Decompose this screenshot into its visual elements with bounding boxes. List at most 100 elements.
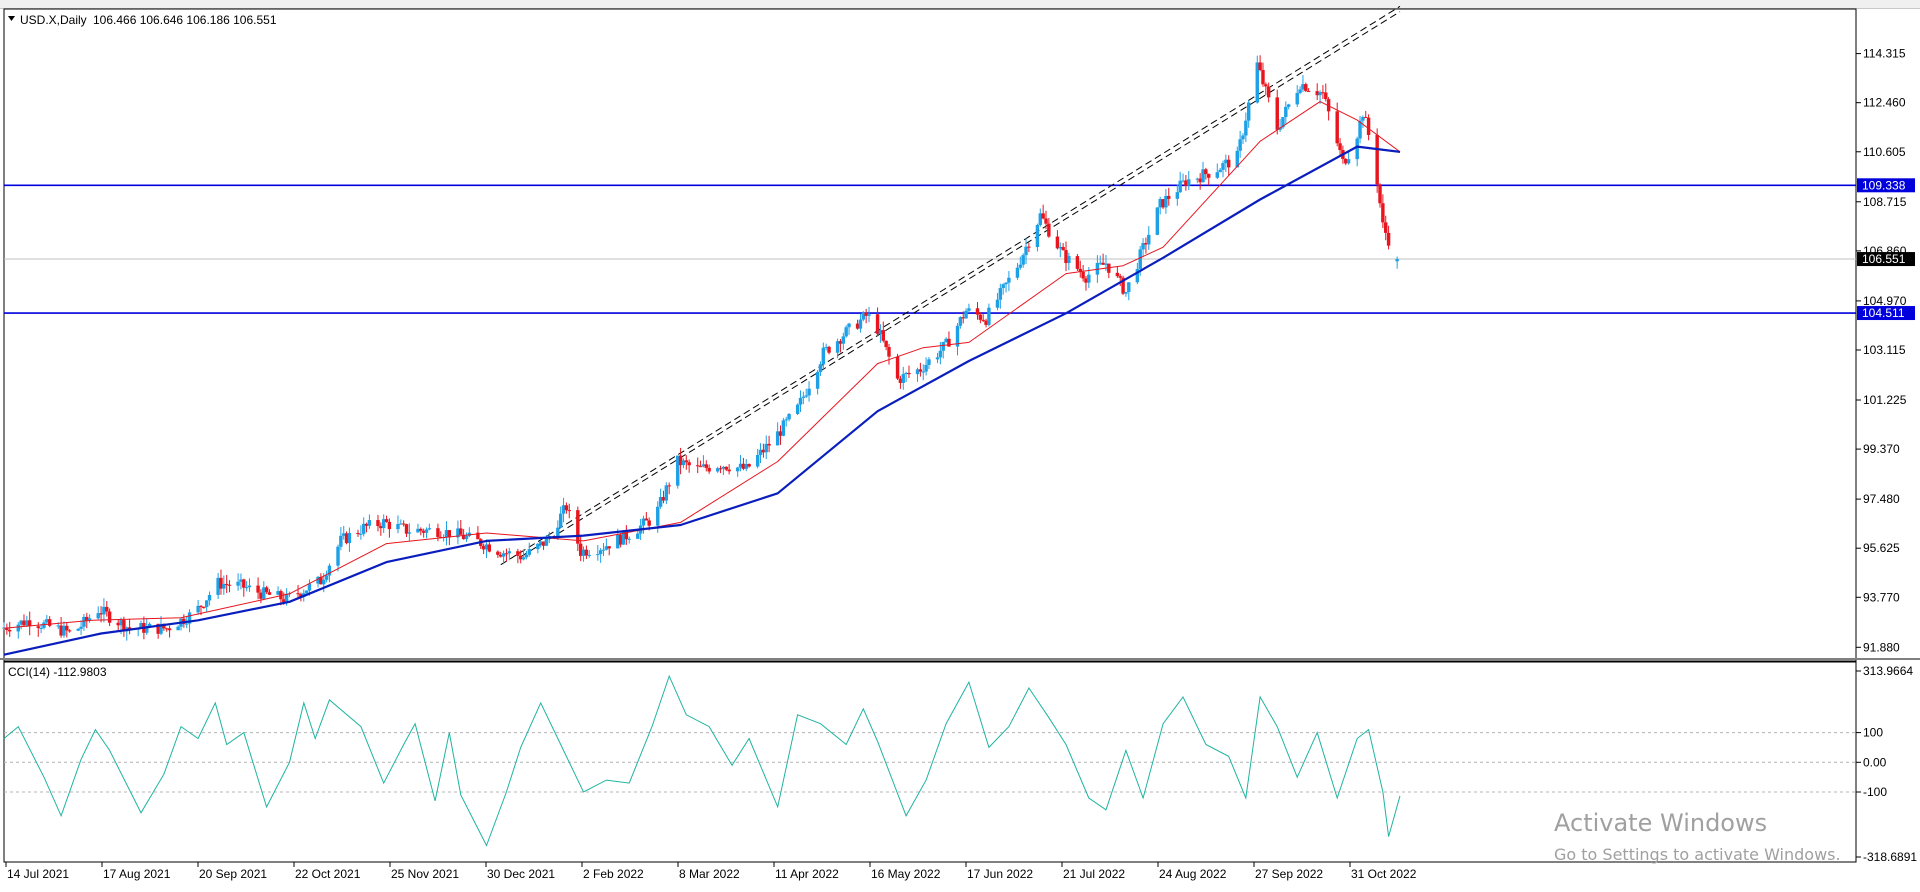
horizontal-levels — [4, 184, 1856, 314]
candle-body — [918, 369, 923, 372]
candle-body — [1246, 102, 1251, 121]
time-tick-label: 14 Jul 2021 — [7, 867, 69, 881]
candle-body — [958, 317, 963, 326]
candle-body — [267, 592, 272, 595]
candle-body — [1261, 70, 1265, 85]
candle-body — [19, 620, 23, 625]
candle-body — [818, 364, 823, 372]
candle-body — [62, 625, 66, 636]
dashed-trendline — [500, 5, 1401, 566]
candle-body — [216, 577, 220, 595]
candle-body — [1124, 292, 1128, 294]
candle-body — [1346, 159, 1351, 164]
candle-body — [855, 323, 860, 329]
candle-body — [1004, 282, 1008, 285]
candle-body — [798, 397, 803, 405]
candle-body — [387, 521, 392, 530]
price-tick-label: 99.370 — [1863, 442, 1900, 456]
candle-body — [775, 431, 780, 446]
candle-body — [239, 579, 243, 582]
candle-body — [427, 528, 432, 530]
candle-body — [1155, 207, 1160, 235]
candle-body — [981, 319, 985, 321]
candle-body — [59, 625, 63, 636]
candle-body — [1084, 278, 1088, 283]
candle-body — [576, 510, 580, 544]
candle-body — [1181, 180, 1185, 182]
candle-body — [624, 530, 629, 540]
candle-body — [1158, 199, 1162, 208]
candle-body — [424, 529, 429, 533]
candle-body — [496, 551, 500, 555]
candle-body — [861, 312, 866, 320]
candle-body — [467, 532, 472, 536]
candle-body — [964, 310, 968, 319]
candle-body — [804, 395, 808, 397]
moving-averages — [3, 101, 1401, 656]
candle-body — [165, 628, 169, 630]
candle-body — [156, 623, 160, 634]
candle-body — [36, 626, 40, 628]
candle-body — [347, 532, 352, 544]
candle-body — [364, 523, 369, 526]
candle-body — [1224, 159, 1228, 164]
candle-body — [196, 605, 200, 613]
candle-body — [327, 565, 332, 576]
candle-body — [1381, 203, 1385, 223]
candle-body — [901, 374, 905, 383]
candle-body — [282, 599, 286, 603]
candle-body — [1121, 277, 1125, 294]
candle-body — [1235, 150, 1239, 168]
candlesticks — [2, 55, 1399, 641]
candle-body — [99, 613, 103, 615]
time-tick-label: 8 Mar 2022 — [679, 867, 740, 881]
candle-body — [915, 369, 920, 375]
candle-body — [761, 449, 766, 453]
candle-body — [827, 346, 831, 353]
candle-body — [1204, 169, 1208, 175]
candle-body — [738, 463, 743, 468]
candle-body — [167, 628, 172, 631]
candle-body — [567, 510, 571, 512]
candle-body — [1266, 86, 1271, 98]
candle-body — [1144, 243, 1148, 245]
time-axis: 14 Jul 2021 17 Aug 2021 20 Sep 2021 22 Oct … — [5, 862, 1417, 881]
chart-menu-arrow-icon[interactable] — [8, 16, 15, 21]
activate-windows-subtitle: Go to Settings to activate Windows. — [1554, 845, 1841, 864]
candle-body — [1184, 180, 1188, 186]
candle-body — [941, 342, 945, 351]
price-tick-label: 91.880 — [1863, 640, 1900, 654]
candle-body — [416, 528, 420, 533]
candle-body — [1138, 249, 1142, 270]
candle-body — [1015, 267, 1020, 278]
candle-body — [1306, 90, 1311, 92]
candle-body — [376, 520, 380, 527]
candle-body — [1255, 62, 1259, 103]
candle-body — [801, 396, 806, 398]
candle-body — [1041, 213, 1045, 219]
candle-body — [604, 546, 609, 550]
candle-body — [636, 533, 640, 539]
candle-body — [878, 330, 883, 334]
candle-body — [39, 627, 43, 629]
candle-body — [1238, 139, 1242, 151]
candle-body — [1375, 134, 1379, 185]
candle-body — [727, 469, 731, 472]
candle-body — [519, 555, 523, 560]
cci-tick-label: 0.00 — [1863, 755, 1887, 769]
candle-body — [541, 541, 546, 546]
candle-body — [1058, 247, 1062, 249]
time-tick-label: 24 Aug 2022 — [1159, 867, 1227, 881]
candle-body — [1135, 269, 1140, 283]
candle-body — [339, 535, 343, 547]
price-tick-label: 93.770 — [1863, 590, 1900, 604]
price-tick-label: 101.225 — [1863, 393, 1907, 407]
candle-body — [22, 620, 26, 626]
candle-body — [747, 464, 751, 467]
candle-body — [1001, 284, 1005, 289]
candle-body — [107, 611, 112, 623]
candle-body — [587, 554, 591, 556]
candle-body — [647, 520, 651, 526]
candle-body — [45, 619, 49, 623]
